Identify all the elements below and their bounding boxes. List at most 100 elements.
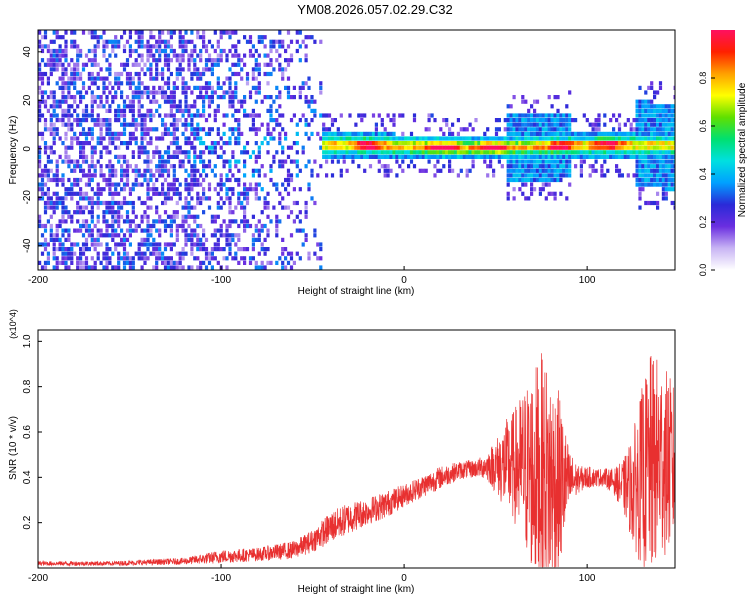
spectrogram-cell	[175, 58, 179, 63]
spectrogram-cell	[240, 58, 244, 63]
spectrogram-cell	[210, 247, 214, 252]
spectrogram-cell	[266, 62, 270, 67]
spectrogram-cell	[257, 127, 261, 132]
spectrogram-cell	[415, 145, 419, 150]
spectrogram-cell	[597, 127, 601, 132]
spectrogram-cell	[366, 150, 370, 155]
spectrogram-cell	[661, 187, 665, 192]
spectrogram-cell	[494, 131, 499, 136]
spectrogram-cell	[228, 95, 232, 100]
spectrogram-cell	[506, 182, 510, 187]
spectrogram-cell	[377, 136, 381, 141]
spectrogram-cell	[304, 99, 308, 104]
spectrogram-cell	[389, 145, 393, 150]
spectrogram-cell	[64, 187, 68, 192]
spectrogram-cell	[530, 118, 534, 123]
spectrogram-cell	[327, 154, 332, 159]
spectrogram-cell	[524, 196, 528, 201]
spectrogram-cell	[169, 154, 173, 159]
spectrogram-x-ticks: -200 -100 0 100	[28, 266, 596, 286]
spectrogram-cell	[492, 145, 496, 150]
spectrogram-cell	[166, 85, 171, 90]
spectrogram-cell	[278, 131, 282, 136]
spectrogram-cell	[357, 131, 361, 136]
spectrogram-cell	[172, 154, 176, 159]
spectrogram-cell	[90, 95, 94, 100]
spectrogram-cell	[90, 99, 94, 104]
spectrogram-cell	[506, 191, 510, 196]
spectrogram-cell	[664, 104, 668, 109]
spectrogram-cell	[196, 242, 200, 247]
spectrogram-cell	[325, 159, 329, 164]
spectrogram-cell	[609, 154, 613, 159]
spectrogram-cell	[260, 187, 264, 192]
spectrogram-cell	[202, 71, 206, 77]
spectrogram-cell	[43, 62, 48, 67]
spectrogram-cell	[658, 145, 663, 150]
spectrogram-cell	[84, 131, 89, 136]
spectrogram-cell	[653, 131, 657, 136]
spectrogram-cell	[533, 168, 537, 173]
spectrogram-cell	[202, 177, 206, 183]
spectrogram-cell	[128, 141, 132, 146]
spectrogram-cell	[465, 141, 469, 146]
spectrogram-cell	[284, 187, 288, 192]
spectrogram-cell	[565, 173, 569, 178]
spectrogram-cell	[427, 154, 431, 159]
spectrogram-cell	[149, 118, 153, 123]
spectrogram-cell	[650, 99, 654, 104]
snr-y-tick-label: 0.6	[22, 425, 33, 439]
spectrogram-cell	[439, 145, 443, 150]
spectrogram-cell	[61, 62, 65, 67]
spectrogram-cell	[64, 260, 68, 265]
spectrogram-cell	[579, 145, 583, 150]
spectrogram-cell	[234, 127, 238, 132]
spectrogram-cell	[512, 150, 516, 155]
spectrogram-cell	[166, 81, 171, 86]
spectrogram-cell	[169, 196, 173, 201]
spectrogram-cell	[187, 39, 191, 44]
spectrogram-cell	[134, 182, 138, 187]
spectrogram-cell	[269, 44, 273, 49]
spectrogram-cell	[342, 154, 346, 159]
spectrogram-cell	[46, 58, 50, 63]
spectrogram-cell	[506, 196, 510, 201]
spectrogram-cell	[213, 242, 217, 247]
spectrogram-cell	[225, 233, 229, 238]
spectrogram-cell	[202, 141, 206, 146]
spectrogram-cell	[90, 154, 94, 159]
spectrogram-cell	[210, 95, 214, 100]
spectrogram-cell	[222, 247, 226, 252]
spectrogram-cell	[571, 150, 575, 155]
spectrogram-cell	[286, 177, 291, 183]
spectrogram-cell	[251, 85, 255, 90]
spectrogram-cell	[90, 113, 94, 118]
spectrogram-cell	[248, 53, 253, 58]
spectrogram-cell	[530, 136, 534, 141]
spectrogram-cell	[245, 223, 250, 229]
spectrogram-cell	[670, 104, 674, 109]
spectrogram-cell	[163, 131, 168, 136]
spectrogram-cell	[456, 141, 460, 146]
spectrogram-cell	[204, 196, 209, 201]
spectrogram-cell	[58, 53, 62, 58]
spectrogram-cell	[231, 71, 235, 77]
spectrogram-cell	[275, 228, 279, 233]
spectrogram-cell	[193, 30, 197, 31]
spectrogram-cell	[175, 136, 179, 141]
spectrogram-cell	[664, 177, 668, 183]
spectrogram-cell	[641, 164, 645, 169]
spectrogram-cell	[237, 182, 241, 187]
spectrogram-cell	[656, 141, 660, 146]
spectrogram-cell	[190, 265, 194, 270]
spectrogram-cell	[81, 233, 86, 238]
spectrogram-cell	[152, 58, 156, 63]
spectrogram-cell	[96, 242, 100, 247]
spectrogram-cell	[90, 187, 94, 192]
spectrogram-cell	[210, 99, 214, 104]
spectrogram-cell	[327, 136, 332, 141]
spectrogram-cell	[55, 191, 59, 196]
spectrogram-cell	[225, 196, 229, 201]
spectrogram-cell	[166, 260, 171, 265]
spectrogram-cell	[673, 122, 675, 127]
